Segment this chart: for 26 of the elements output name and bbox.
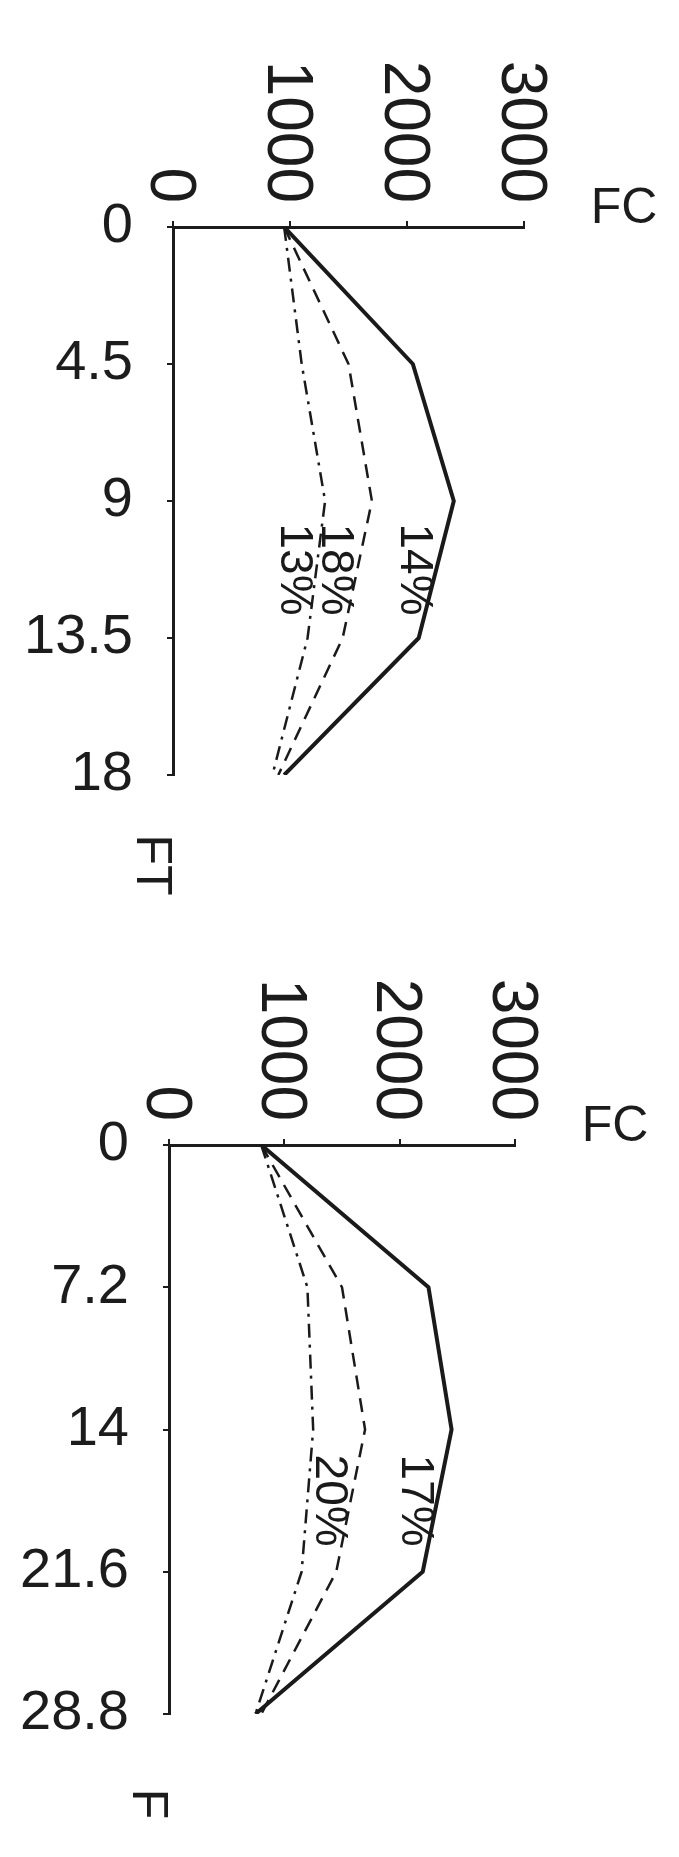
y-tick-label: 18 — [70, 739, 133, 803]
text: 17% — [392, 1454, 445, 1547]
y-tick-label: 0 — [101, 191, 133, 255]
x-tick-label: 0 — [136, 167, 209, 203]
x-tick-label: 3000 — [478, 978, 551, 1121]
x-axis-title: FC — [590, 178, 658, 234]
y-tick-label: 21.6 — [20, 1536, 129, 1600]
x-tick-label: 1000 — [253, 60, 326, 203]
x-tick-label: 1000 — [247, 978, 320, 1121]
y-axis-title: F — [121, 1788, 178, 1820]
x-tick-label: 0 — [132, 1085, 205, 1121]
y-tick-label: 13.5 — [24, 602, 133, 666]
y-tick-label: 0 — [97, 1109, 129, 1173]
y-tick-label: 7.2 — [51, 1251, 129, 1315]
y-tick-label: 28.8 — [20, 1678, 129, 1742]
y-tick-label: 4.5 — [55, 328, 133, 392]
y-axis-title: FT — [125, 834, 182, 896]
text: 20% — [305, 1454, 358, 1547]
x-tick-label: 2000 — [363, 978, 436, 1121]
text: 14% — [391, 523, 444, 616]
x-tick-label: 2000 — [370, 60, 443, 203]
x-tick-label: 3000 — [487, 60, 560, 203]
text: 18% — [312, 523, 365, 616]
y-tick-label: 14 — [66, 1393, 129, 1457]
x-axis-title: FC — [581, 1096, 649, 1152]
y-tick-label: 9 — [101, 465, 133, 529]
